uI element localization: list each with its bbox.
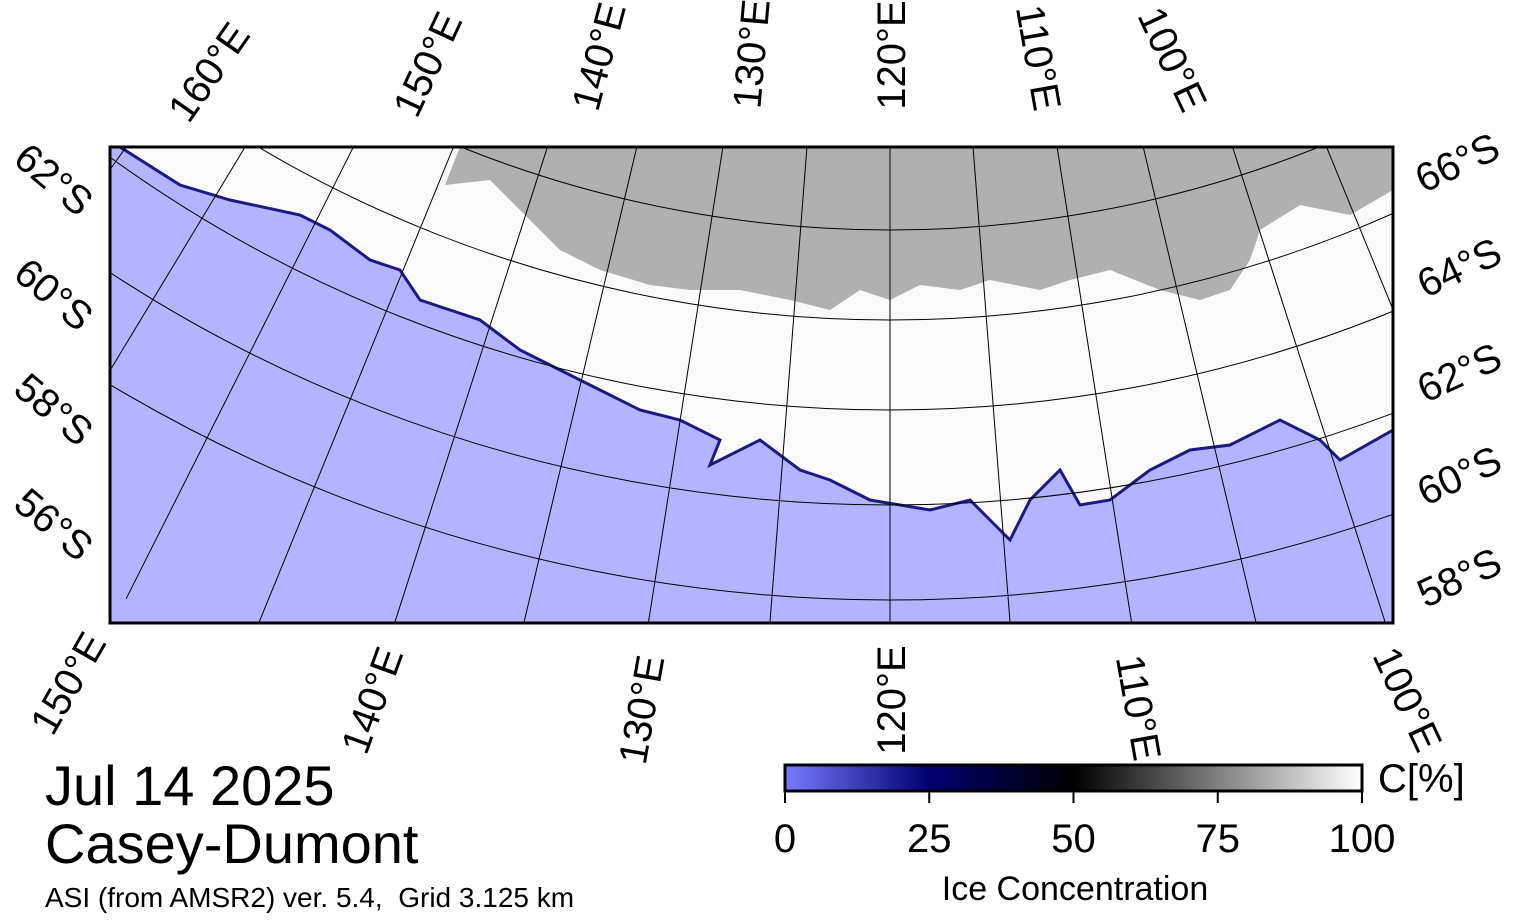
- colorbar-unit: C[%]: [1378, 757, 1465, 801]
- map-area: [110, 147, 1393, 623]
- lat-label: 62°S: [1411, 335, 1509, 412]
- land: [445, 147, 1393, 310]
- lon-label: 130°E: [725, 0, 778, 110]
- date: Jul 14 2025: [45, 754, 335, 817]
- meridian: [972, 147, 1011, 623]
- lon-label: 150°E: [385, 6, 471, 124]
- map-frame: [108, 145, 1395, 625]
- lat-label: 62°S: [6, 135, 101, 225]
- lat-label: 58°S: [6, 365, 101, 455]
- lon-label: 130°E: [611, 652, 673, 767]
- lat-label: 60°S: [1411, 438, 1509, 515]
- region: Casey-Dumont: [45, 812, 419, 875]
- bottom-labels: 150°E 140°E 130°E 120°E 110°E 100°E: [22, 625, 1450, 767]
- colorbar-label: Ice Concentration: [942, 870, 1209, 908]
- top-labels: 160°E 150°E 140°E 130°E 120°E 110°E 100°…: [160, 0, 1215, 130]
- lon-label: 160°E: [160, 15, 259, 130]
- meridian: [110, 147, 246, 372]
- colorbar-tick-label: 75: [1196, 817, 1241, 861]
- lon-label: 140°E: [333, 642, 412, 760]
- lat-label: 56°S: [6, 480, 101, 570]
- lat-label: 60°S: [6, 250, 101, 340]
- graticule: [110, 147, 1393, 623]
- lon-label: 100°E: [1129, 1, 1215, 119]
- meridian: [769, 147, 808, 623]
- meridian: [125, 147, 354, 599]
- lon-label: 120°E: [870, 0, 914, 109]
- colorbar-tick-label: 0: [774, 817, 796, 861]
- lat-label: 58°S: [1411, 540, 1509, 617]
- colorbar-tick-label: 100: [1329, 817, 1396, 861]
- lon-label: 110°E: [1107, 652, 1169, 764]
- colorbar-tick-label: 25: [907, 817, 952, 861]
- meridian: [523, 147, 638, 623]
- lon-label: 100°E: [1364, 641, 1450, 759]
- lat-label: 64°S: [1411, 230, 1509, 307]
- meridian: [394, 147, 548, 623]
- lon-label: 110°E: [1007, 2, 1069, 114]
- meridian: [258, 147, 455, 623]
- meridian: [1232, 147, 1386, 623]
- lat-label: 66°S: [1409, 125, 1507, 202]
- colorbar: C[%] Ice Concentration 0 25 50 75 100: [774, 757, 1465, 908]
- colorbar-tick-label: 50: [1051, 817, 1096, 861]
- right-labels: 66°S 64°S 62°S 60°S 58°S: [1409, 125, 1509, 617]
- meridian: [1056, 147, 1133, 623]
- lon-label: 140°E: [564, 0, 635, 115]
- lon-label: 150°E: [22, 625, 115, 742]
- left-labels: 62°S 60°S 58°S 56°S: [6, 135, 101, 570]
- source: ASI (from AMSR2) ver. 5.4, Grid 3.125 km: [45, 882, 574, 913]
- meridian: [647, 147, 724, 623]
- meridian: [1142, 147, 1257, 623]
- lon-label: 120°E: [870, 645, 914, 754]
- colorbar-ramp: [783, 763, 1364, 793]
